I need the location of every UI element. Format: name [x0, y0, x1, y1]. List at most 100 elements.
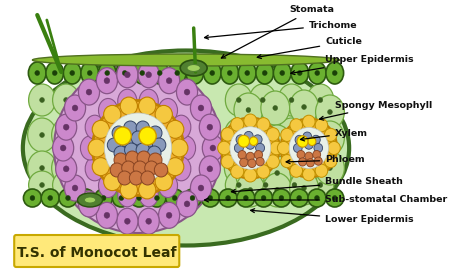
Ellipse shape [35, 70, 40, 76]
Ellipse shape [96, 68, 118, 94]
Ellipse shape [92, 158, 109, 176]
Ellipse shape [248, 173, 253, 178]
Ellipse shape [307, 171, 334, 199]
Ellipse shape [99, 173, 118, 198]
Ellipse shape [53, 84, 80, 116]
Ellipse shape [328, 166, 332, 170]
Ellipse shape [237, 182, 241, 188]
Ellipse shape [199, 156, 220, 182]
Ellipse shape [328, 136, 332, 140]
Ellipse shape [273, 189, 291, 207]
Ellipse shape [261, 91, 290, 125]
Ellipse shape [249, 84, 276, 116]
Ellipse shape [70, 70, 74, 76]
Text: Cuticle: Cuticle [257, 37, 362, 59]
Ellipse shape [295, 135, 304, 144]
Ellipse shape [248, 159, 256, 167]
Ellipse shape [122, 70, 127, 76]
Ellipse shape [83, 195, 88, 201]
Ellipse shape [125, 218, 130, 224]
Ellipse shape [86, 89, 92, 95]
Ellipse shape [155, 173, 173, 191]
Ellipse shape [180, 60, 207, 76]
Ellipse shape [146, 72, 152, 78]
Ellipse shape [120, 133, 133, 147]
Ellipse shape [257, 165, 270, 178]
Ellipse shape [260, 98, 265, 102]
Ellipse shape [133, 161, 146, 175]
Ellipse shape [316, 121, 344, 155]
Ellipse shape [140, 70, 145, 76]
Ellipse shape [236, 173, 264, 207]
Ellipse shape [30, 195, 35, 201]
Ellipse shape [148, 189, 166, 207]
Ellipse shape [28, 171, 55, 199]
Ellipse shape [265, 166, 270, 170]
Ellipse shape [255, 143, 264, 153]
Ellipse shape [41, 189, 59, 207]
Ellipse shape [114, 146, 128, 160]
Ellipse shape [246, 140, 255, 149]
Ellipse shape [228, 70, 232, 76]
Ellipse shape [245, 70, 250, 76]
Ellipse shape [315, 195, 319, 201]
Ellipse shape [305, 152, 313, 160]
Ellipse shape [318, 182, 323, 188]
Ellipse shape [40, 166, 45, 170]
Ellipse shape [158, 202, 180, 228]
Ellipse shape [324, 154, 337, 168]
Text: Spongy Mesophyll: Spongy Mesophyll [319, 101, 432, 120]
Ellipse shape [53, 135, 74, 161]
Text: Sub-stomatal Chamber: Sub-stomatal Chamber [205, 195, 447, 205]
Ellipse shape [110, 163, 124, 177]
Ellipse shape [234, 126, 263, 160]
Ellipse shape [289, 133, 294, 137]
Ellipse shape [28, 62, 46, 84]
Ellipse shape [158, 68, 180, 94]
Ellipse shape [307, 159, 314, 167]
Ellipse shape [175, 70, 180, 76]
Ellipse shape [151, 62, 169, 84]
Ellipse shape [173, 195, 177, 201]
Ellipse shape [328, 141, 340, 154]
Ellipse shape [52, 151, 81, 185]
Ellipse shape [158, 173, 178, 198]
Ellipse shape [100, 84, 128, 116]
Ellipse shape [191, 95, 211, 121]
Ellipse shape [148, 153, 162, 167]
Ellipse shape [321, 166, 326, 170]
Ellipse shape [118, 89, 137, 113]
Ellipse shape [297, 136, 308, 147]
Ellipse shape [184, 201, 190, 207]
Ellipse shape [236, 158, 264, 192]
Ellipse shape [255, 151, 263, 159]
Ellipse shape [64, 98, 68, 102]
Ellipse shape [281, 118, 337, 178]
Ellipse shape [158, 98, 178, 122]
Ellipse shape [126, 151, 139, 165]
Ellipse shape [316, 151, 344, 185]
Ellipse shape [201, 189, 219, 207]
Ellipse shape [240, 158, 248, 167]
Ellipse shape [260, 133, 265, 137]
Ellipse shape [234, 93, 263, 127]
Ellipse shape [324, 128, 337, 141]
Ellipse shape [219, 189, 237, 207]
Ellipse shape [263, 125, 292, 159]
Ellipse shape [172, 115, 191, 139]
Ellipse shape [53, 171, 80, 199]
Ellipse shape [253, 135, 262, 144]
Ellipse shape [301, 118, 330, 152]
Ellipse shape [28, 84, 55, 116]
Ellipse shape [125, 72, 130, 78]
Ellipse shape [290, 171, 319, 205]
Ellipse shape [64, 124, 69, 130]
Ellipse shape [257, 118, 270, 131]
Ellipse shape [78, 193, 102, 207]
Ellipse shape [290, 90, 319, 124]
Ellipse shape [64, 166, 68, 170]
Ellipse shape [318, 98, 323, 102]
Ellipse shape [279, 195, 284, 201]
Text: Lower Epidermis: Lower Epidermis [251, 209, 414, 224]
Ellipse shape [172, 157, 191, 181]
